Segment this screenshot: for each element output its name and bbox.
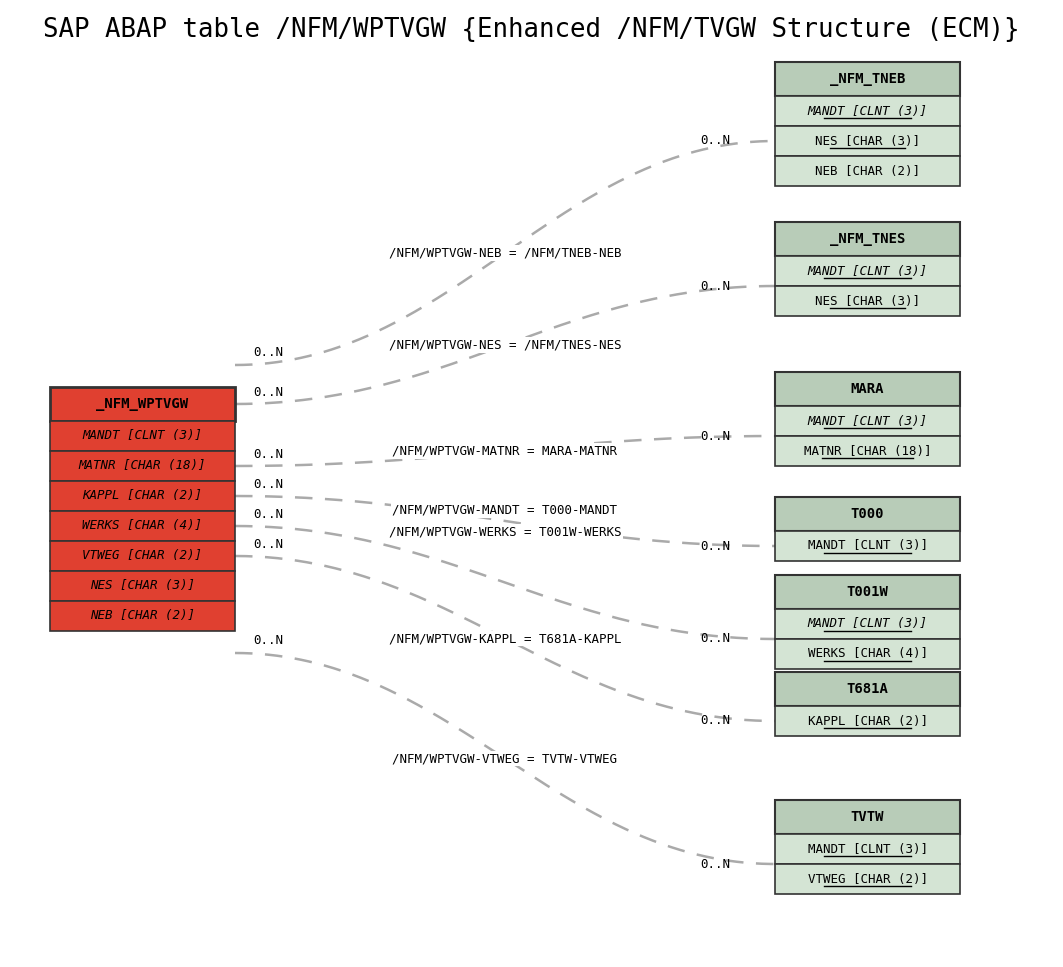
Text: /NFM/WPTVGW-NEB = /NFM/TNEB-NEB: /NFM/WPTVGW-NEB = /NFM/TNEB-NEB <box>389 247 621 259</box>
Bar <box>50 421 235 451</box>
Text: NEB [CHAR (2)]: NEB [CHAR (2)] <box>90 609 195 623</box>
Bar <box>50 481 235 511</box>
Text: T681A: T681A <box>846 682 889 696</box>
Text: WERKS [CHAR (4)]: WERKS [CHAR (4)] <box>808 648 928 660</box>
Bar <box>775 864 960 894</box>
Bar <box>775 286 960 316</box>
Text: MANDT [CLNT (3)]: MANDT [CLNT (3)] <box>808 618 928 630</box>
Text: WERKS [CHAR (4)]: WERKS [CHAR (4)] <box>83 519 202 533</box>
Text: 0..N: 0..N <box>253 448 283 460</box>
Text: 0..N: 0..N <box>253 538 283 550</box>
Bar <box>775 126 960 156</box>
Text: /NFM/WPTVGW-WERKS = T001W-WERKS: /NFM/WPTVGW-WERKS = T001W-WERKS <box>389 525 621 539</box>
Bar <box>775 372 960 406</box>
Bar <box>775 96 960 126</box>
Text: NES [CHAR (3)]: NES [CHAR (3)] <box>815 295 919 308</box>
Bar <box>775 436 960 466</box>
Text: _NFM_TNES: _NFM_TNES <box>830 232 906 246</box>
Bar <box>775 62 960 96</box>
Text: /NFM/WPTVGW-MATNR = MARA-MATNR: /NFM/WPTVGW-MATNR = MARA-MATNR <box>392 445 618 457</box>
Text: T000: T000 <box>850 507 884 521</box>
Bar <box>775 639 960 669</box>
Text: 0..N: 0..N <box>701 429 730 443</box>
Text: 0..N: 0..N <box>701 715 730 727</box>
Bar <box>775 706 960 736</box>
Text: MANDT [CLNT (3)]: MANDT [CLNT (3)] <box>808 415 928 427</box>
Bar <box>50 541 235 571</box>
Text: VTWEG [CHAR (2)]: VTWEG [CHAR (2)] <box>808 872 928 886</box>
Text: /NFM/WPTVGW-KAPPL = T681A-KAPPL: /NFM/WPTVGW-KAPPL = T681A-KAPPL <box>389 632 621 645</box>
Bar <box>50 571 235 601</box>
Text: KAPPL [CHAR (2)]: KAPPL [CHAR (2)] <box>808 715 928 727</box>
Text: 0..N: 0..N <box>253 478 283 490</box>
Text: MATNR [CHAR (18)]: MATNR [CHAR (18)] <box>804 445 931 457</box>
Text: SAP ABAP table /NFM/WPTVGW {Enhanced /NFM/TVGW Structure (ECM)}: SAP ABAP table /NFM/WPTVGW {Enhanced /NF… <box>44 17 1019 43</box>
Text: 0..N: 0..N <box>701 632 730 646</box>
Bar <box>775 222 960 256</box>
Text: 0..N: 0..N <box>701 279 730 292</box>
Bar <box>775 609 960 639</box>
Text: MANDT [CLNT (3)]: MANDT [CLNT (3)] <box>808 104 928 118</box>
Text: /NFM/WPTVGW-MANDT = T000-MANDT: /NFM/WPTVGW-MANDT = T000-MANDT <box>392 504 618 516</box>
Text: _NFM_WPTVGW: _NFM_WPTVGW <box>97 397 188 411</box>
Bar <box>50 511 235 541</box>
Text: 0..N: 0..N <box>253 386 283 398</box>
Text: MARA: MARA <box>850 382 884 396</box>
Text: 0..N: 0..N <box>701 134 730 148</box>
Text: MANDT [CLNT (3)]: MANDT [CLNT (3)] <box>83 429 202 443</box>
Text: KAPPL [CHAR (2)]: KAPPL [CHAR (2)] <box>83 489 202 503</box>
Text: 0..N: 0..N <box>253 634 283 648</box>
Text: 0..N: 0..N <box>701 858 730 870</box>
Bar <box>775 800 960 834</box>
Bar <box>50 451 235 481</box>
Text: MANDT [CLNT (3)]: MANDT [CLNT (3)] <box>808 265 928 278</box>
Text: T001W: T001W <box>846 585 889 599</box>
Bar <box>775 672 960 706</box>
Bar <box>775 406 960 436</box>
Text: 0..N: 0..N <box>253 346 283 360</box>
Text: NES [CHAR (3)]: NES [CHAR (3)] <box>90 579 195 593</box>
Bar <box>775 156 960 186</box>
Text: /NFM/WPTVGW-VTWEG = TVTW-VTWEG: /NFM/WPTVGW-VTWEG = TVTW-VTWEG <box>392 752 618 765</box>
Bar <box>775 834 960 864</box>
Bar <box>775 256 960 286</box>
Text: 0..N: 0..N <box>701 540 730 552</box>
Bar <box>775 575 960 609</box>
Text: VTWEG [CHAR (2)]: VTWEG [CHAR (2)] <box>83 549 202 563</box>
Bar <box>775 497 960 531</box>
Text: 0..N: 0..N <box>253 508 283 520</box>
Text: _NFM_TNEB: _NFM_TNEB <box>830 72 906 86</box>
Text: MANDT [CLNT (3)]: MANDT [CLNT (3)] <box>808 842 928 856</box>
Text: NES [CHAR (3)]: NES [CHAR (3)] <box>815 134 919 148</box>
Text: /NFM/WPTVGW-NES = /NFM/TNES-NES: /NFM/WPTVGW-NES = /NFM/TNES-NES <box>389 338 621 351</box>
Bar <box>50 387 235 421</box>
Bar <box>50 601 235 631</box>
Text: MATNR [CHAR (18)]: MATNR [CHAR (18)] <box>79 459 206 473</box>
Text: TVTW: TVTW <box>850 810 884 824</box>
Text: NEB [CHAR (2)]: NEB [CHAR (2)] <box>815 164 919 178</box>
Bar <box>775 531 960 561</box>
Text: MANDT [CLNT (3)]: MANDT [CLNT (3)] <box>808 540 928 552</box>
